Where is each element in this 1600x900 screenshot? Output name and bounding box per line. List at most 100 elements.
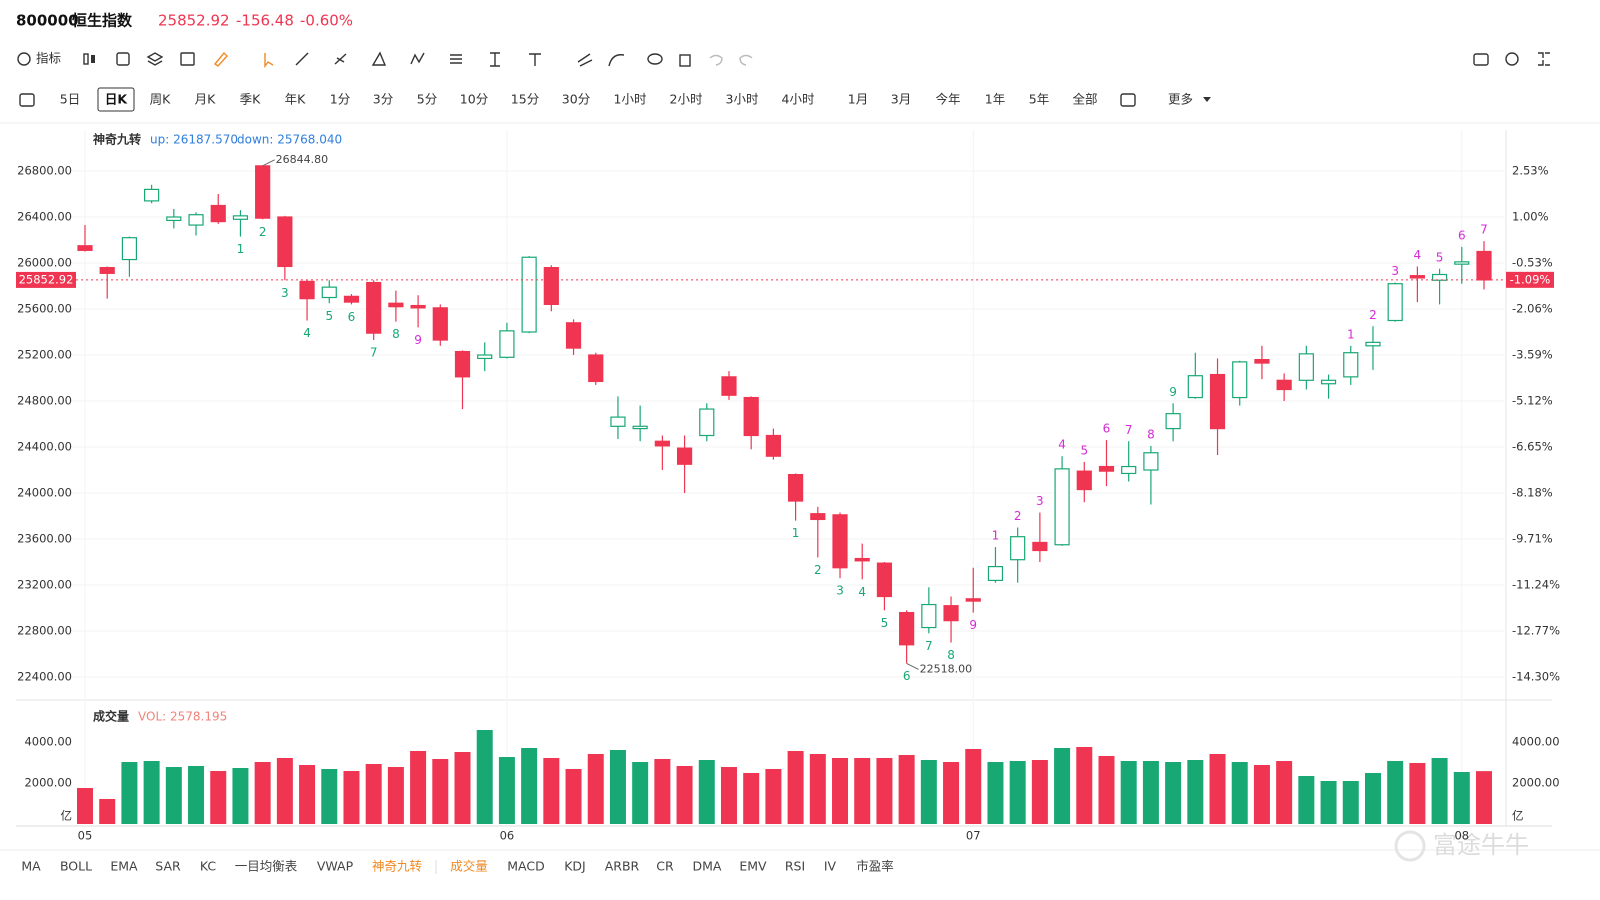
volume-bar (965, 748, 982, 824)
period-button[interactable]: 5分 (417, 92, 437, 107)
period-button[interactable]: 3分 (373, 92, 393, 107)
volume-chart: 2000.00 2000.00 4000.00 4000.00 (24, 730, 1560, 824)
volume-bar (1342, 780, 1359, 824)
period-button[interactable]: 全部 (1072, 92, 1097, 107)
indicator-tab[interactable]: 一目均衡表 (235, 859, 298, 874)
indicator-tab[interactable]: KC (200, 859, 217, 874)
td-count: 6 (903, 669, 911, 683)
eye-icon[interactable] (647, 53, 663, 65)
period-button[interactable]: 日K (105, 92, 129, 107)
fullscreen-icon[interactable] (1538, 52, 1550, 66)
candle-body (1276, 379, 1292, 391)
period-button[interactable]: 4小时 (782, 92, 815, 107)
candle-body (210, 204, 226, 223)
shape-tool[interactable] (371, 51, 387, 66)
indicator-tab[interactable]: KDJ (564, 859, 586, 874)
layers-icon[interactable] (146, 52, 164, 66)
change-pct: -0.60% (300, 12, 353, 30)
indicator-tab[interactable]: VWAP (317, 859, 354, 874)
y2-tick-label: -8.18% (1512, 486, 1553, 500)
indicator-tab[interactable]: MA (21, 859, 41, 874)
settings-icon[interactable] (1505, 52, 1519, 66)
period-button[interactable]: 今年 (935, 92, 960, 107)
candle-body (144, 188, 160, 202)
indicator-tab[interactable]: DMA (693, 859, 722, 874)
text-tool[interactable] (529, 53, 541, 66)
volume-bar (943, 762, 960, 824)
indicator-tab[interactable]: RSI (785, 859, 805, 874)
period-button[interactable]: 月K (195, 92, 217, 107)
td-count: 4 (1058, 438, 1066, 452)
candle-body (543, 267, 559, 306)
more-button[interactable]: 更多 (1168, 92, 1193, 107)
indicator-tab[interactable]: ARBR (605, 859, 640, 874)
period-button[interactable]: 3小时 (726, 92, 759, 107)
td-count: 3 (1036, 494, 1044, 508)
period-icon[interactable] (19, 93, 35, 107)
indicator-tab[interactable]: 市盈率 (856, 859, 894, 874)
period-button[interactable]: 1小时 (614, 92, 647, 107)
indicator-icon[interactable] (17, 52, 31, 66)
indicator-tab[interactable]: CR (656, 859, 674, 874)
indicator-tab[interactable]: EMV (739, 859, 767, 874)
volume-bar (543, 757, 560, 824)
ray-tool[interactable] (334, 53, 347, 65)
period-button[interactable]: 1年 (985, 92, 1005, 107)
period-button[interactable]: 年K (285, 92, 307, 107)
period-button[interactable]: 10分 (460, 92, 488, 107)
indicator-button[interactable]: 指标 (36, 51, 61, 66)
brush-icon[interactable] (213, 51, 228, 67)
period-button[interactable]: 3月 (891, 92, 911, 107)
y2-tick-label: -12.77% (1512, 624, 1560, 638)
volume-bar (99, 798, 116, 824)
rect-icon[interactable] (116, 52, 130, 66)
indicator-tab[interactable]: 成交量 (450, 859, 488, 874)
volume-bar (809, 753, 826, 824)
redo-icon[interactable] (739, 54, 753, 66)
wave-tool[interactable] (410, 52, 425, 65)
vs-icon[interactable] (180, 52, 195, 66)
indicator-tab[interactable]: SAR (155, 859, 181, 874)
period-button[interactable]: 5日 (60, 92, 80, 107)
undo-icon[interactable] (709, 54, 723, 66)
measure-tool[interactable] (490, 52, 500, 67)
volume-bar (143, 761, 160, 824)
td-count: 3 (836, 584, 844, 598)
magnet-tool[interactable] (577, 53, 593, 67)
line-tool[interactable] (295, 52, 309, 66)
calendar-icon[interactable] (1120, 93, 1136, 107)
volume-bar (1165, 762, 1182, 824)
period-button[interactable]: 季K (240, 92, 262, 107)
indicator-tab[interactable]: EMA (110, 859, 138, 874)
fib-tool[interactable] (450, 54, 462, 64)
candle-body (943, 605, 959, 622)
period-button[interactable]: 周K (150, 92, 172, 107)
indicator-up: up: 26187.570 (150, 133, 238, 147)
period-button[interactable]: 1分 (330, 92, 350, 107)
candle-body (121, 237, 138, 261)
indicator-tab[interactable]: BOLL (60, 859, 92, 874)
y2-tick-label: -14.30% (1512, 670, 1560, 684)
volume-bar (365, 763, 382, 824)
volume-bar (787, 750, 804, 824)
td-count: 6 (1458, 228, 1466, 242)
candle-body (77, 245, 93, 251)
pen-tool[interactable] (608, 54, 625, 67)
camera-icon[interactable] (1473, 53, 1489, 66)
period-button[interactable]: 15分 (511, 92, 539, 107)
td-count: 7 (370, 346, 378, 360)
candle-icon[interactable] (83, 53, 89, 65)
period-button[interactable]: 1月 (848, 92, 868, 107)
cursor-icon[interactable] (264, 53, 274, 69)
period-button[interactable]: 5年 (1029, 92, 1049, 107)
indicator-tab[interactable]: 神奇九转 (372, 859, 422, 874)
volume-bar (698, 759, 715, 824)
indicator-tab[interactable]: IV (824, 859, 837, 874)
indicator-tab[interactable]: MACD (507, 859, 544, 874)
period-button[interactable]: 2小时 (670, 92, 703, 107)
period-button[interactable]: 30分 (562, 92, 590, 107)
candle-icon-2[interactable] (91, 55, 95, 63)
td-count: 1 (992, 529, 1000, 543)
volume-bar (454, 752, 471, 824)
trash-icon[interactable] (679, 54, 691, 67)
